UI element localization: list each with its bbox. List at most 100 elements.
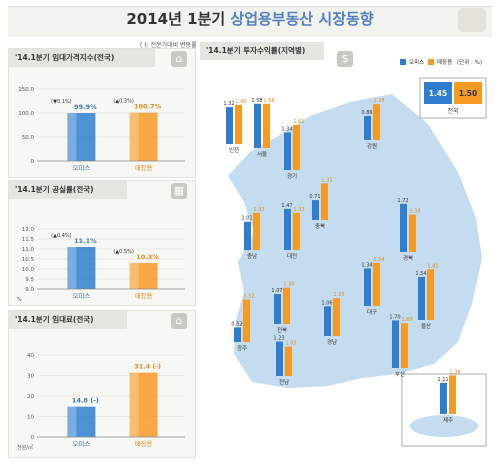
region-office-value: 1.58	[251, 98, 262, 104]
rent-index-ytick-label: 150.0	[18, 87, 34, 93]
rent-ytick-label: 20	[27, 394, 34, 400]
region-name-label: 강원	[367, 142, 377, 150]
vacancy-panel: '14.1분기 공실률(전국) ▦ 9.0 9.5 10.0 10.5 11.0 11.5…	[8, 180, 196, 306]
rent-index-value-label: 99.9%	[74, 103, 97, 111]
region-retail-value: 1.28	[373, 98, 384, 104]
region-office-bar	[440, 382, 447, 414]
rent-value-label: 14.8 (-)	[72, 397, 99, 405]
region-office-bar	[418, 276, 425, 320]
title-bar	[8, 6, 492, 37]
rent-index-category-label: 오피스	[72, 163, 90, 172]
vacancy-ytick-label: 9.0	[25, 287, 34, 293]
region-office-bar	[364, 268, 371, 306]
region-retail-value: 1.05	[285, 341, 296, 347]
region-office-value: 1.34	[361, 262, 372, 268]
region-retail-value: 1.33	[253, 207, 264, 213]
rent-bar-highlight	[129, 372, 139, 437]
region-retail-value: 1.31	[321, 177, 332, 183]
investment-return-panel: '14.1분기 투자수익률(지역별) $ 오피스 매장용 (단위 : %) 1.45 1…	[200, 42, 492, 454]
region-office-value: 0.71	[309, 194, 320, 200]
region-office-bar	[400, 203, 407, 252]
vacancy-ytick-label: 12.0	[22, 227, 35, 233]
region-office-value: 1.70	[389, 314, 400, 320]
vacancy-title: '14.1분기 공실률(전국)	[9, 181, 127, 199]
region-retail-value: 1.54	[373, 257, 384, 263]
region-name-label: 전남	[279, 378, 289, 386]
national-retail-value: 1.50	[459, 89, 478, 98]
national-office-value: 1.45	[429, 89, 448, 98]
rent-index-bar	[67, 113, 96, 161]
vacancy-ytick-label: 11.0	[22, 247, 35, 253]
rent-bar	[129, 372, 158, 437]
region-name-label: 부산	[395, 370, 405, 378]
region-office-value: 0.86	[361, 110, 372, 116]
region-retail-value: 1.38	[449, 369, 460, 375]
title-prefix: 2014년 1분기	[126, 10, 231, 28]
region-office-value: 1.01	[241, 216, 252, 222]
region-retail-value: 1.58	[263, 98, 274, 104]
region-name-label: 전북	[277, 326, 287, 334]
region-name-label: 서울	[257, 150, 267, 158]
house-icon: ⌂	[171, 313, 187, 329]
rent-category-label: 매장용	[135, 439, 153, 448]
vacancy-ytick-label: 9.5	[25, 277, 34, 283]
rent-index-panel: '14.1분기 임대가격지수(전국) ⌂ 0 50.0 100.0 150.0 99.9…	[8, 48, 196, 178]
region-office-bar	[254, 103, 261, 148]
rent-bar	[67, 406, 96, 437]
region-name-label: 대전	[287, 252, 297, 260]
region-retail-bar	[427, 269, 434, 320]
region-retail-bar	[449, 375, 456, 414]
region-office-value: 1.06	[321, 300, 332, 306]
rent-index-bar-highlight	[67, 113, 77, 161]
vacancy-ytick-label: 10.5	[22, 257, 35, 263]
legend-retail-label: 매장용	[437, 58, 452, 66]
vacancy-value-label: 10.3%	[136, 253, 159, 261]
region-retail-bar	[253, 212, 260, 250]
region-retail-value: 1.40	[235, 99, 246, 105]
legend-retail-swatch	[428, 59, 434, 65]
region-retail-bar	[333, 298, 340, 336]
dollar-icon: $	[337, 51, 353, 67]
region-office-value: 1.07	[271, 288, 282, 294]
legend-note: ( ): 전분기대비 변동률	[140, 42, 197, 49]
region-office-value: 0.52	[231, 321, 242, 327]
region-name-label: 경남	[327, 338, 337, 346]
rent-index-bar-highlight	[129, 112, 139, 161]
region-retail-value: 1.60	[401, 317, 412, 323]
region-office-value: 1.47	[281, 203, 292, 209]
rent-index-change-label: (▲0.3%)	[113, 99, 133, 105]
region-retail-value: 1.35	[333, 292, 344, 298]
region-retail-bar	[283, 287, 290, 324]
region-office-bar	[284, 132, 291, 170]
rent-index-ytick-label: 0	[31, 159, 35, 165]
region-office-bar	[234, 327, 241, 342]
region-retail-bar	[409, 214, 416, 252]
region-office-bar	[284, 208, 291, 250]
region-name-label: 제주	[443, 416, 453, 424]
vacancy-change-label: (▲0.5%)	[113, 249, 133, 255]
region-retail-bar	[243, 299, 250, 342]
rent-title: '14.1분기 임대료(전국)	[9, 311, 127, 329]
region-retail-value: 1.34	[409, 208, 420, 214]
rent-index-title: '14.1분기 임대가격지수(전국)	[9, 49, 155, 67]
national-label: 전국	[447, 107, 459, 115]
rent-index-ytick-label: 50.0	[22, 135, 35, 141]
rent-ytick-label: 30	[27, 374, 34, 380]
corner-decoration	[458, 8, 486, 32]
rent-value-label: 31.4 (-)	[134, 363, 161, 371]
region-retail-bar	[293, 124, 300, 170]
vacancy-category-label: 매장용	[135, 291, 153, 300]
region-retail-value: 1.30	[283, 282, 294, 288]
rent-ytick-label: 10	[27, 415, 34, 421]
region-name-label: 경북	[403, 255, 413, 262]
rent-ytick-label: 40	[27, 353, 34, 359]
region-name-label: 충남	[247, 252, 257, 260]
vacancy-ytick-label: 10.0	[22, 267, 35, 273]
vacancy-category-label: 오피스	[72, 291, 90, 300]
region-retail-value: 1.81	[427, 263, 438, 269]
vacancy-chart: 9.0 9.5 10.0 10.5 11.0 11.5 12.0% 11.1%(▲0.4%) 오…	[17, 227, 185, 303]
region-office-bar	[312, 200, 319, 220]
region-retail-value: 1.33	[293, 207, 304, 213]
